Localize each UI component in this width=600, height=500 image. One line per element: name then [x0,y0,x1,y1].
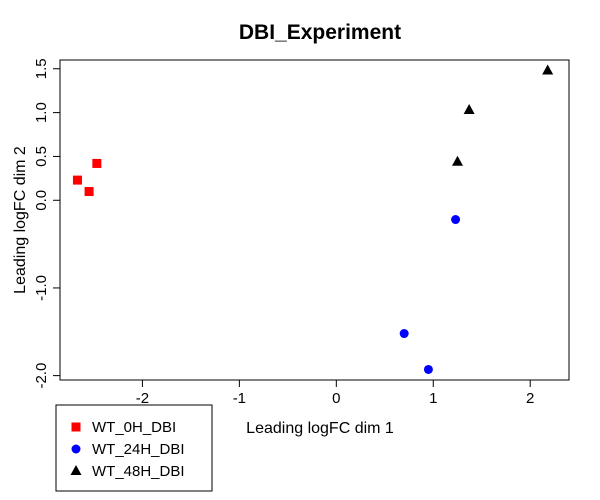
legend-marker-triangle [70,465,82,475]
x-tick-label: 2 [526,390,534,407]
y-tick-label: 0.5 [33,146,50,167]
x-tick-label: 1 [429,390,437,407]
data-points [72,64,554,374]
legend-box [55,404,213,492]
y-tick-label: -2.0 [33,363,50,389]
data-point-square [84,187,94,197]
data-point-circle [423,364,433,374]
data-point-square [92,158,102,168]
x-tick-label: 0 [332,390,340,407]
data-point-circle [451,215,461,225]
x-axis: -2 -1 0 1 2 [136,380,534,407]
legend-entry-label: WT_24H_DBI [92,441,185,458]
y-tick-label: -1.0 [33,275,50,301]
legend-entry-label: WT_0H_DBI [92,419,176,436]
y-tick-label: 1.0 [33,102,50,123]
data-point-circle [399,329,409,339]
y-axis: -2.0 -1.0 0.0 0.5 1.0 1.5 [33,58,60,389]
legend-marker-square [71,422,81,432]
legend-entry-label: WT_48H_DBI [92,463,185,480]
data-point-triangle [452,155,464,166]
data-point-triangle [542,64,554,75]
x-axis-label: Leading logFC dim 1 [246,420,394,437]
y-axis-label: Leading logFC dim 2 [12,146,29,294]
x-tick-label: -1 [233,390,246,407]
data-point-triangle [463,103,475,114]
chart-title: DBI_Experiment [239,21,401,44]
x-tick-label: -2 [136,390,149,407]
y-tick-label: 0.0 [33,190,50,211]
data-point-square [72,175,82,185]
legend-marker-circle [71,444,81,454]
plot-frame [59,59,570,381]
y-tick-label: 1.5 [33,58,50,79]
legend: WT_0H_DBI WT_24H_DBI WT_48H_DBI [55,404,213,492]
